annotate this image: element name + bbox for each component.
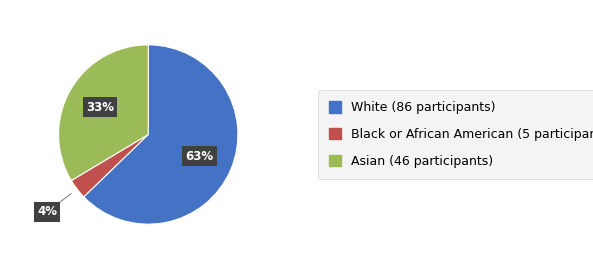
Text: 63%: 63% — [186, 150, 213, 163]
Text: 4%: 4% — [37, 206, 57, 218]
Legend: White (86 participants), Black or African American (5 participants), Asian (46 p: White (86 participants), Black or Africa… — [318, 90, 593, 179]
Text: 33%: 33% — [86, 101, 114, 114]
Wedge shape — [59, 45, 148, 180]
Wedge shape — [84, 45, 238, 224]
Wedge shape — [71, 134, 148, 197]
